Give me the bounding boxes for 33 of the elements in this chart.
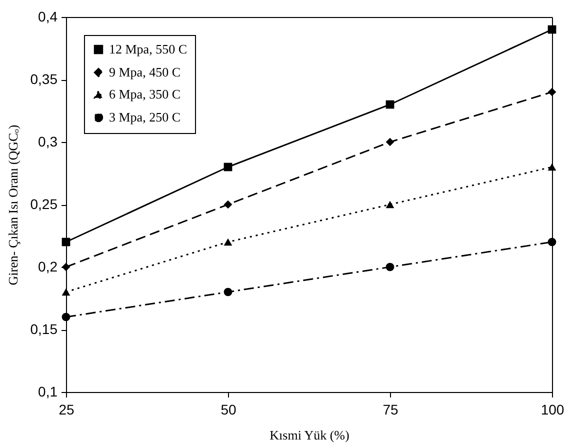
legend-label: 9 Mpa, 450 C bbox=[109, 64, 180, 80]
x-tick-label: 100 bbox=[540, 402, 564, 418]
point bbox=[224, 162, 232, 172]
x-tick-label: 75 bbox=[382, 402, 398, 418]
x-tick-label: 50 bbox=[220, 402, 236, 418]
point bbox=[386, 200, 394, 208]
point bbox=[62, 288, 70, 296]
point bbox=[62, 312, 70, 322]
y-tick-label: 0,4 bbox=[38, 8, 58, 24]
legend-label: 6 Mpa, 350 C bbox=[109, 86, 180, 102]
x-axis-title: Kısmi Yük (%) bbox=[270, 428, 350, 442]
point bbox=[386, 262, 394, 272]
point bbox=[386, 100, 394, 109]
legend-label: 3 Mpa, 250 C bbox=[109, 110, 180, 124]
y-tick-label: 0,15 bbox=[30, 321, 58, 337]
point bbox=[548, 25, 556, 34]
point bbox=[224, 288, 232, 296]
y-tick-label: 0,1 bbox=[38, 384, 58, 400]
point bbox=[62, 262, 70, 272]
point bbox=[548, 163, 556, 171]
x-tick-label: 25 bbox=[58, 402, 74, 418]
point bbox=[548, 238, 556, 246]
y-tick-label: 0,2 bbox=[38, 258, 58, 274]
point bbox=[62, 238, 70, 246]
point bbox=[224, 200, 232, 209]
y-tick-label: 0,35 bbox=[30, 71, 58, 87]
y-tick-label: 0,3 bbox=[38, 134, 58, 150]
point bbox=[386, 138, 394, 146]
legend-label: 12 Mpa, 550 C bbox=[109, 42, 187, 56]
y-axis-title: Giren- Çıkan Isı Oranı (QGCₒ) bbox=[5, 124, 20, 286]
y-tick-label: 0,25 bbox=[30, 196, 58, 212]
point bbox=[224, 238, 232, 246]
point bbox=[548, 88, 556, 96]
